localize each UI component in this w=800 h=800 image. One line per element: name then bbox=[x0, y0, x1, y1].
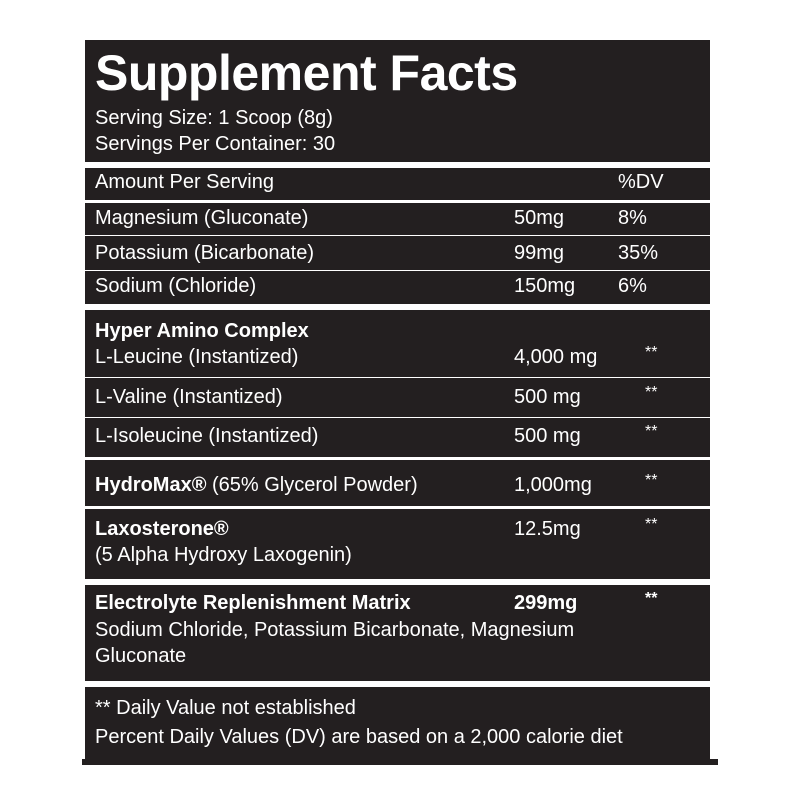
amino-item-dv: ** bbox=[645, 423, 658, 440]
electrolyte-name: Electrolyte Replenishment Matrix bbox=[95, 592, 411, 614]
divider-thin bbox=[85, 377, 710, 378]
divider-thin bbox=[85, 417, 710, 418]
mineral-name: Magnesium (Gluconate) bbox=[95, 207, 309, 229]
electrolyte-amount: 299mg bbox=[514, 592, 578, 614]
hydromax-amount: 1,000mg bbox=[514, 474, 592, 496]
laxosterone-subtitle: (5 Alpha Hydroxy Laxogenin) bbox=[95, 544, 352, 566]
mineral-name: Sodium (Chloride) bbox=[95, 275, 257, 297]
divider-thick bbox=[85, 304, 710, 310]
amount-per-serving-label: Amount Per Serving bbox=[95, 171, 274, 193]
laxosterone-dv: ** bbox=[645, 516, 658, 533]
electrolyte-ingredients-line1: Sodium Chloride, Potassium Bicarbonate, … bbox=[95, 619, 575, 641]
hydromax-dv: ** bbox=[645, 472, 658, 489]
amino-item-amount: 4,000 mg bbox=[514, 346, 598, 368]
panel-title: Supplement Facts bbox=[95, 45, 518, 101]
amino-item-name: L-Leucine (Instantized) bbox=[95, 346, 299, 368]
amino-item-amount: 500 mg bbox=[514, 386, 581, 408]
mineral-name: Potassium (Bicarbonate) bbox=[95, 242, 314, 264]
divider-thin bbox=[85, 235, 710, 236]
bottom-rule bbox=[82, 759, 718, 765]
mineral-amount: 50mg bbox=[514, 207, 565, 229]
mineral-dv: 6% bbox=[618, 275, 647, 297]
mineral-dv: 35% bbox=[618, 242, 659, 264]
amino-item-name: L-Valine (Instantized) bbox=[95, 386, 283, 408]
amino-complex-title: Hyper Amino Complex bbox=[95, 320, 309, 342]
divider-thick bbox=[85, 162, 710, 168]
amino-item-amount: 500 mg bbox=[514, 425, 581, 447]
hydromax-name-rest: (65% Glycerol Powder) bbox=[206, 474, 418, 496]
serving-size: Serving Size: 1 Scoop (8g) bbox=[95, 107, 333, 129]
divider-thick bbox=[85, 579, 710, 585]
footnote-percent-daily-values: Percent Daily Values (DV) are based on a… bbox=[95, 726, 623, 748]
laxosterone-amount: 12.5mg bbox=[514, 518, 581, 540]
mineral-amount: 99mg bbox=[514, 242, 565, 264]
electrolyte-ingredients-line2: Gluconate bbox=[95, 645, 187, 667]
electrolyte-dv: ** bbox=[645, 590, 658, 607]
hydromax-name-bold: HydroMax® bbox=[95, 474, 207, 496]
divider-thick bbox=[85, 681, 710, 687]
footnote-dv-not-established: ** Daily Value not established bbox=[95, 697, 356, 719]
hydromax-name: HydroMax® (65% Glycerol Powder) bbox=[95, 472, 418, 498]
divider-medium bbox=[85, 506, 710, 509]
amino-item-name: L-Isoleucine (Instantized) bbox=[95, 425, 319, 447]
mineral-amount: 150mg bbox=[514, 275, 576, 297]
supplement-facts-panel: Supplement Facts Serving Size: 1 Scoop (… bbox=[85, 40, 710, 759]
dv-header-label: %DV bbox=[618, 171, 664, 193]
servings-per-container: Servings Per Container: 30 bbox=[95, 133, 336, 155]
divider-medium bbox=[85, 200, 710, 203]
amino-item-dv: ** bbox=[645, 384, 658, 401]
laxosterone-name: Laxosterone® bbox=[95, 518, 229, 540]
mineral-dv: 8% bbox=[618, 207, 647, 229]
divider-thin bbox=[85, 270, 710, 271]
divider-medium bbox=[85, 457, 710, 460]
amino-item-dv: ** bbox=[645, 344, 658, 361]
